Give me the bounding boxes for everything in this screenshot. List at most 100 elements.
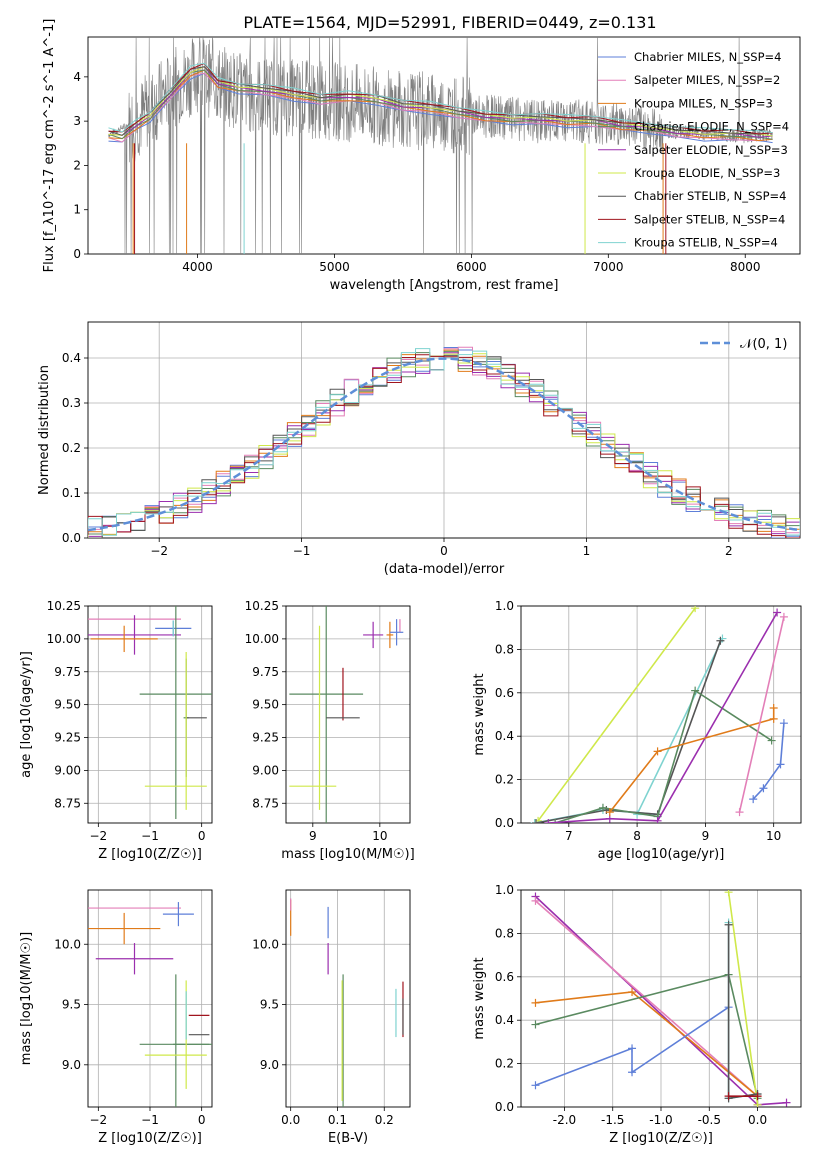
- x-tick-label: 9: [309, 829, 317, 843]
- axes-age_vs_mass: 9 10 8.75 9.00 9.25 9.50 9.75 10.00 10.25 mass [l…: [245, 599, 415, 862]
- axes-frame: [520, 889, 802, 1108]
- weight-marker: [653, 747, 662, 756]
- x-tick-label: 6000: [456, 260, 487, 274]
- weight-line: [752, 723, 785, 800]
- y-tick-label: 0.1: [62, 486, 81, 500]
- weight-marker: [691, 606, 700, 613]
- weight-marker: [776, 760, 785, 769]
- y-tick-label: 0.4: [495, 1013, 514, 1027]
- y-tick-label: 0.2: [495, 773, 514, 787]
- weight-marker: [724, 890, 733, 897]
- weight-marker: [769, 714, 778, 723]
- errorbars-age_vs_Z: [88, 606, 212, 820]
- x-tick-label: -2.0: [553, 1113, 576, 1127]
- weight-line: [548, 612, 778, 823]
- x-tick-label: 7: [565, 829, 573, 843]
- y-tick-label: 0.6: [495, 970, 514, 984]
- x-tick-label: 0: [198, 1113, 206, 1127]
- errorbar-point: [386, 621, 394, 649]
- axes-age_vs_Z: −2 −1 0 8.75 9.00 9.25 9.50 9.75 10.00 10.25 Z [lo…: [19, 599, 213, 862]
- weight-line: [534, 900, 759, 1097]
- x-tick-label: 0: [440, 544, 448, 558]
- weight-line: [535, 991, 759, 1097]
- weight-marker: [773, 608, 782, 617]
- weight-lines-massweight_vs_Z: [531, 890, 791, 1107]
- y-axis-label: mass weight: [472, 673, 487, 755]
- y-tick-label: 10.0: [252, 937, 279, 951]
- y-tick-label: 9.5: [62, 998, 81, 1012]
- axes-frame: [520, 605, 802, 824]
- x-tick-label: 2: [725, 544, 733, 558]
- x-tick-label: −1: [141, 1113, 159, 1127]
- y-tick-label: 0.0: [495, 816, 514, 830]
- axes-frame: [87, 321, 801, 539]
- legend-entry: Kroupa STELIB, N_SSP=4: [634, 236, 778, 250]
- normal-curve: [88, 357, 800, 532]
- y-axis-label: Flux [f_λ10^-17 erg cm^-2 s^-1 A^-1]: [42, 19, 57, 273]
- weight-marker: [769, 703, 778, 712]
- x-axis-label: Z [log10(Z/Z☉)]: [609, 1131, 713, 1146]
- y-tick-label: 1: [73, 203, 81, 217]
- x-tick-label: 10: [766, 829, 781, 843]
- y-tick-label: 9.25: [54, 731, 81, 745]
- x-axis-label: Z [log10(Z/Z☉)]: [98, 1131, 202, 1146]
- legend-entry: Chabrier STELIB, N_SSP=4: [634, 189, 786, 203]
- weight-marker: [605, 808, 614, 817]
- legend-entry: Kroupa MILES, N_SSP=3: [634, 96, 773, 110]
- legend-entry: Salpeter MILES, N_SSP=2: [634, 73, 780, 87]
- weight-marker: [724, 1092, 733, 1101]
- x-tick-label: −2: [89, 1113, 107, 1127]
- axes-frame: [87, 36, 801, 255]
- y-tick-label: 2: [73, 158, 81, 172]
- weight-line: [727, 892, 759, 1105]
- weight-marker: [753, 1100, 762, 1107]
- x-axis-label: wavelength [Angstrom, rest frame]: [330, 278, 559, 293]
- y-tick-label: 10.25: [47, 599, 81, 613]
- weight-line: [537, 607, 696, 822]
- weight-marker: [735, 808, 744, 817]
- weight-lines-massweight_vs_age: [530, 606, 788, 823]
- y-tick-label: 9.00: [252, 763, 279, 777]
- y-tick-label: 9.00: [54, 763, 81, 777]
- y-tick-label: 10.00: [245, 632, 279, 646]
- weight-line: [535, 640, 722, 823]
- errorbars-age_vs_mass: [289, 606, 404, 823]
- errorbar-point: [90, 625, 158, 653]
- model-line: [108, 62, 773, 134]
- y-tick-label: 9.5: [260, 998, 279, 1012]
- y-tick-label: 1.0: [495, 883, 514, 897]
- x-tick-label: 8000: [730, 260, 761, 274]
- axes-frame: [87, 605, 213, 824]
- weight-line: [535, 1006, 730, 1087]
- errorbar-point: [95, 943, 174, 975]
- weight-marker: [691, 686, 700, 695]
- weight-line: [554, 689, 773, 823]
- weight-marker: [551, 819, 560, 823]
- x-tick-label: 0.0: [281, 1113, 300, 1127]
- axes-spectrum: 4000 5000 6000 7000 8000 0 1 2 3 4 wavelength [Ang…: [42, 19, 801, 293]
- weight-marker: [530, 819, 539, 823]
- x-tick-label: −1: [141, 829, 159, 843]
- y-axis-label: Normed distribution: [37, 365, 52, 495]
- weight-line: [738, 616, 785, 813]
- x-tick-label: 0: [198, 829, 206, 843]
- errorbar-point: [139, 606, 212, 820]
- legend-entry: 𝒩(0, 1): [740, 337, 787, 352]
- axes-residuals: −2 −1 0 1 2 0.0 0.1 0.2 0.3 0.4 (data-model)/error…: [37, 321, 801, 577]
- weight-marker: [753, 1092, 762, 1101]
- weight-marker: [759, 784, 768, 793]
- legend-entry: Chabrier MILES, N_SSP=4: [634, 50, 781, 64]
- y-tick-label: 0.8: [495, 926, 514, 940]
- y-tick-label: 9.0: [260, 1058, 279, 1072]
- axes-massweight_vs_Z: -2.0 -1.5 -1.0 -0.5 0.0 0.0 0.2 0.4 0.6 0.8 1.0 Z […: [472, 883, 802, 1146]
- weight-marker: [779, 612, 788, 621]
- errorbar-point: [363, 621, 384, 649]
- y-tick-label: 0.6: [495, 686, 514, 700]
- weight-marker: [531, 998, 540, 1007]
- model-line: [108, 72, 773, 143]
- y-tick-label: 0.3: [62, 396, 81, 410]
- axes-mass_vs_ebv: 0.0 0.1 0.2 9.0 9.5 10.0 E(B-V): [252, 889, 411, 1146]
- weight-marker: [544, 819, 553, 823]
- x-axis-label: (data-model)/error: [384, 562, 505, 577]
- y-axis-label: mass [log10(M/M☉)]: [19, 932, 34, 1065]
